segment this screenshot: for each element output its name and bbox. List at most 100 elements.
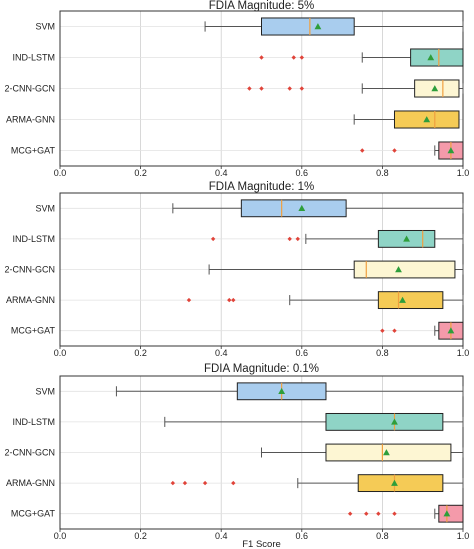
category-label: MCG+GAT: [11, 326, 56, 336]
x-tick-label: 0.0: [54, 531, 67, 541]
mean-marker: [403, 235, 410, 242]
outlier-point: [287, 86, 292, 91]
chart-title: FDIA Magnitude: 0.1%: [204, 363, 319, 375]
mean-marker: [383, 449, 390, 456]
category-label: SVM: [35, 203, 55, 213]
mean-marker: [314, 23, 322, 30]
x-tick-label: 0.8: [376, 531, 389, 541]
box-2-cnn-gcn: 2-CNN-GCN: [5, 260, 464, 279]
mean-marker: [391, 418, 398, 425]
x-tick-label: 0.4: [215, 168, 228, 178]
box-ind-lstm: IND-LSTM: [13, 412, 464, 431]
mean-marker: [447, 327, 455, 334]
category-label: MCG+GAT: [11, 146, 56, 156]
mean-marker: [427, 54, 435, 61]
box-arma-gnn: ARMA-GNN: [6, 291, 464, 310]
outlier-point: [287, 236, 292, 242]
box-arma-gnn: ARMA-GNN: [6, 110, 460, 129]
chart-panel: FDIA Magnitude: 5% 0.0 0.2 0.4 0.6 0.8 1.0 SVM I…: [5, 0, 470, 178]
x-tick-label: 1.0: [457, 348, 470, 358]
iqr-box: [325, 443, 452, 462]
outlier-point: [295, 236, 300, 242]
outlier-point: [210, 236, 216, 242]
x-tick-label: 0.6: [296, 348, 309, 358]
outlier-point: [392, 511, 397, 516]
outlier-point: [392, 148, 397, 153]
box-ind-lstm: IND-LSTM: [13, 229, 464, 248]
mean-marker: [399, 296, 406, 303]
outlier-point: [360, 148, 365, 153]
iqr-box: [261, 17, 355, 36]
outlier-point: [347, 511, 353, 516]
outlier-point: [231, 297, 236, 303]
x-tick-label: 1.0: [457, 168, 470, 178]
mean-marker: [443, 510, 451, 517]
category-label: IND-LSTM: [13, 234, 56, 244]
outlier-point: [299, 86, 304, 91]
box-2-cnn-gcn: 2-CNN-GCN: [5, 443, 464, 462]
box-ind-lstm: IND-LSTM: [13, 48, 464, 67]
mean-marker: [298, 204, 306, 212]
box-mcg-gat: MCG+GAT: [11, 321, 464, 340]
mean-marker: [395, 266, 402, 273]
x-tick-label: 0.2: [134, 531, 147, 541]
outlier-point: [364, 511, 369, 516]
x-tick-label: 0.4: [215, 348, 228, 358]
category-label: 2-CNN-GCN: [5, 84, 56, 94]
box-svm: SVM: [35, 17, 464, 36]
box-svm: SVM: [35, 199, 464, 218]
x-tick-label: 0.2: [134, 168, 147, 178]
iqr-box: [325, 412, 444, 431]
category-label: ARMA-GNN: [6, 295, 55, 305]
box-mcg-gat: MCG+GAT: [11, 141, 464, 160]
x-tick-label: 0.2: [134, 348, 147, 358]
iqr-box: [240, 199, 347, 218]
box-arma-gnn: ARMA-GNN: [6, 474, 464, 493]
outlier-point: [202, 480, 208, 486]
outlier-point: [231, 480, 236, 486]
category-label: IND-LSTM: [13, 53, 56, 63]
mean-marker: [391, 479, 398, 486]
x-tick-label: 0.6: [296, 168, 309, 178]
category-label: SVM: [35, 22, 55, 32]
outlier-point: [227, 297, 232, 303]
x-tick-label: 0.0: [54, 168, 67, 178]
box-svm: SVM: [35, 382, 464, 401]
outlier-point: [299, 55, 304, 60]
mean-marker: [431, 85, 439, 92]
x-tick-label: 0.0: [54, 348, 67, 358]
iqr-box: [410, 48, 464, 67]
x-tick-label: 0.4: [215, 531, 228, 541]
outlier-point: [380, 328, 385, 333]
outlier-point: [392, 328, 397, 333]
iqr-box: [357, 474, 444, 493]
iqr-box: [377, 291, 444, 310]
x-tick-label: 0.8: [376, 168, 389, 178]
outlier-point: [259, 86, 264, 91]
iqr-box: [353, 260, 456, 279]
chart-panel: FDIA Magnitude: 1% 0.0 0.2 0.4 0.6 0.8 1.0 SVM I…: [5, 181, 470, 358]
mean-marker: [278, 387, 286, 395]
x-tick-label: 0.8: [376, 348, 389, 358]
mean-marker: [423, 116, 431, 123]
outlier-point: [259, 55, 264, 60]
iqr-box: [438, 504, 464, 523]
category-label: ARMA-GNN: [6, 115, 55, 125]
outlier-point: [247, 86, 252, 91]
category-label: MCG+GAT: [11, 509, 56, 519]
category-label: IND-LSTM: [13, 417, 56, 427]
box-2-cnn-gcn: 2-CNN-GCN: [5, 79, 464, 98]
mean-marker: [447, 147, 455, 154]
x-tick-label: 0.6: [296, 531, 309, 541]
x-axis-label: F1 Score: [242, 539, 281, 549]
outlier-point: [170, 480, 176, 486]
chart-panel: FDIA Magnitude: 0.1% 0.0 0.2 0.4 0.6 0.8 1.0 F1…: [5, 363, 470, 549]
outlier-point: [186, 297, 192, 303]
box-mcg-gat: MCG+GAT: [11, 504, 464, 523]
category-label: 2-CNN-GCN: [5, 448, 56, 458]
outlier-point: [182, 480, 188, 486]
outlier-point: [376, 511, 381, 516]
category-label: SVM: [35, 386, 55, 396]
chart-title: FDIA Magnitude: 5%: [209, 0, 314, 12]
